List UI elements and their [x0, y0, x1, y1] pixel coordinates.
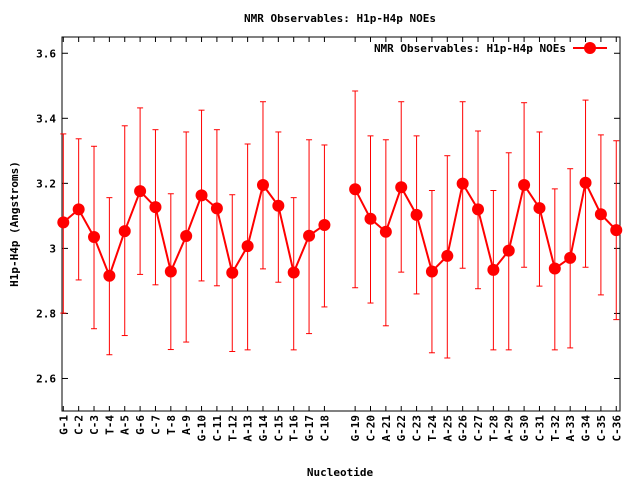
data-point — [502, 244, 515, 257]
data-point — [118, 225, 131, 238]
data-point — [518, 178, 531, 191]
x-tick-label: G-6 — [134, 415, 147, 435]
x-tick-label: C-27 — [472, 415, 485, 442]
y-axis-label: H1p-H4p (Angstroms) — [8, 161, 21, 287]
y-tick-label: 3.4 — [36, 112, 56, 125]
x-tick-label: C-23 — [411, 415, 424, 442]
data-point — [425, 265, 438, 278]
x-tick-label: A-33 — [564, 415, 577, 442]
data-series — [57, 90, 623, 359]
x-tick-label: T-16 — [288, 415, 301, 442]
x-axis: G-1 C-2 C-3 T-4 A-5 G-6 C-7 T-8 A-9 G-10 C-11 T-12 A… — [57, 37, 623, 442]
x-tick-label: A-21 — [380, 415, 393, 442]
x-tick-label: G-19 — [349, 415, 362, 442]
data-point — [164, 265, 177, 278]
data-point — [303, 229, 316, 242]
x-tick-label: T-8 — [165, 415, 178, 435]
y-tick-label: 2.8 — [36, 307, 56, 320]
plot-frame — [61, 36, 621, 412]
data-point — [564, 251, 577, 264]
series-line — [354, 179, 617, 274]
y-tick-label: 3.6 — [36, 47, 56, 60]
chart-title: NMR Observables: H1p-H4p NOEs — [244, 12, 436, 25]
x-tick-label: T-24 — [426, 415, 439, 442]
data-point — [210, 202, 223, 215]
y-axis: 2.6 2.8 3 3.2 3.4 3.6 — [36, 47, 620, 385]
data-point — [318, 218, 331, 231]
data-point — [548, 262, 561, 275]
x-tick-label: C-3 — [88, 415, 101, 435]
data-point — [410, 208, 423, 221]
data-point — [256, 178, 269, 191]
data-point — [241, 240, 254, 253]
data-point — [472, 203, 485, 216]
data-point — [88, 231, 101, 244]
x-tick-label: A-25 — [441, 415, 454, 442]
data-point — [349, 183, 362, 196]
x-axis-label: Nucleotide — [307, 466, 374, 479]
x-tick-label: C-2 — [73, 415, 86, 435]
y-tick-label: 3.2 — [36, 177, 56, 190]
data-point — [395, 181, 408, 194]
x-tick-label: A-29 — [503, 415, 516, 442]
data-point — [134, 185, 147, 198]
legend: NMR Observables: H1p-H4p NOEs — [374, 42, 607, 55]
data-point — [57, 216, 70, 229]
x-tick-label: G-10 — [196, 415, 209, 442]
y-tick-label: 2.6 — [36, 372, 56, 385]
x-tick-label: C-35 — [595, 415, 608, 442]
data-point — [287, 266, 300, 279]
data-point — [579, 176, 592, 189]
data-point — [456, 177, 469, 190]
x-tick-label: G-30 — [518, 415, 531, 442]
data-point — [533, 202, 546, 215]
x-tick-label: A-13 — [242, 415, 255, 442]
x-tick-label: C-7 — [149, 415, 162, 435]
legend-marker — [584, 42, 596, 54]
x-tick-label: C-20 — [365, 415, 378, 442]
data-point — [195, 189, 208, 202]
x-tick-label: T-32 — [549, 415, 562, 442]
x-tick-label: G-17 — [303, 415, 316, 442]
data-point — [103, 269, 116, 282]
data-point — [610, 224, 623, 237]
x-tick-label: G-34 — [580, 415, 593, 442]
x-tick-label: G-22 — [395, 415, 408, 442]
data-point — [441, 249, 454, 262]
x-tick-label: G-1 — [57, 415, 70, 435]
x-tick-label: A-5 — [119, 415, 132, 435]
data-point — [487, 263, 500, 276]
data-point — [364, 212, 377, 225]
x-tick-label: G-26 — [457, 415, 470, 442]
y-tick-label: 3 — [49, 242, 56, 255]
x-tick-label: C-36 — [610, 415, 623, 442]
x-tick-label: C-31 — [533, 415, 546, 442]
x-tick-label: C-15 — [272, 415, 285, 442]
x-tick-label: C-18 — [318, 415, 331, 442]
data-point — [72, 203, 85, 216]
x-tick-label: C-11 — [211, 415, 224, 442]
x-tick-label: G-14 — [257, 415, 270, 442]
x-tick-label: A-9 — [180, 415, 193, 435]
data-point — [272, 199, 285, 212]
data-point — [149, 201, 162, 214]
data-point — [594, 208, 607, 221]
data-point — [226, 266, 239, 279]
data-point — [379, 225, 392, 238]
legend-label: NMR Observables: H1p-H4p NOEs — [374, 42, 566, 55]
x-tick-label: T-28 — [487, 415, 500, 442]
data-point — [180, 230, 193, 243]
x-tick-label: T-12 — [226, 415, 239, 442]
series-line — [62, 182, 325, 279]
x-tick-label: T-4 — [103, 415, 116, 435]
